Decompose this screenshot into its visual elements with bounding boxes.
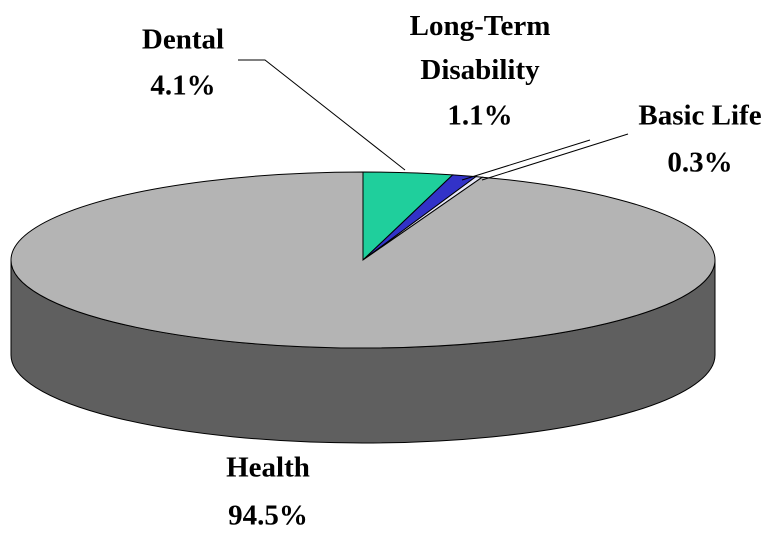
leader-line: [238, 59, 406, 171]
slice-value-label: 1.1%: [447, 100, 512, 132]
leader-line: [461, 139, 591, 181]
slice-value-label: 0.3%: [667, 147, 732, 179]
slice-label: Long-Term Disability: [410, 10, 551, 86]
leader-line: [481, 133, 629, 181]
slice-value-label: 94.5%: [228, 500, 308, 532]
slice-label-line: Long-Term: [410, 10, 551, 42]
slice-value-label: 4.1%: [150, 70, 215, 102]
slice-label: Basic Life: [638, 100, 761, 132]
slice-label: Health: [226, 452, 310, 484]
slice-label-line: Disability: [420, 54, 540, 86]
slice-label: Dental: [142, 24, 224, 56]
pie-slice: [10, 171, 716, 349]
